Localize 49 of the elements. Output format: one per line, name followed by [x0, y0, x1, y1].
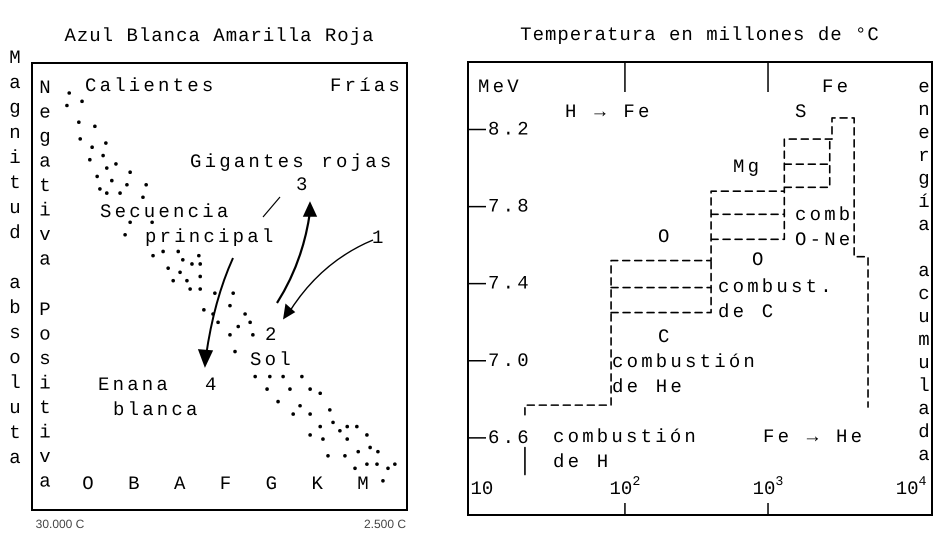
annotation: comb O-Ne [795, 204, 854, 252]
category-label: B [128, 473, 140, 496]
y-tick-label: 7.4 [488, 272, 532, 295]
chart-title: Temperatura en millones de °C [520, 24, 880, 46]
annotation: O [658, 226, 673, 248]
text: Positiva [39, 299, 51, 493]
annotation: Fe [822, 76, 852, 98]
annotation: combustión de H [553, 426, 700, 474]
text: 30.000 C [36, 517, 85, 532]
text: 2 [265, 324, 280, 346]
x-tick-label: 10$^{4}$ [896, 474, 927, 500]
text: Gigantes rojas [190, 151, 394, 174]
annotation: S [795, 101, 810, 124]
text: 2.500 C [364, 517, 406, 532]
text: 3 [296, 174, 311, 196]
text: Frías [330, 75, 404, 98]
text: Sol [250, 349, 294, 372]
x-tick-label: 10$^{2}$ [610, 474, 640, 500]
annotation: combustión de He [612, 351, 758, 398]
category-label: M [357, 473, 369, 496]
annotation: O [752, 249, 767, 272]
text: Negativa [39, 77, 51, 271]
category-label: A [174, 473, 186, 496]
y-tick-label: 8.2 [488, 118, 532, 140]
annotation: combust. de C [718, 276, 835, 324]
text: Magnitud absoluta [9, 47, 21, 470]
text: Secuencia [100, 201, 232, 224]
x-tick-label: 10 [470, 478, 494, 500]
text: principal [145, 226, 276, 248]
annotation: H → Fe [565, 101, 653, 124]
category-label: F [220, 473, 232, 496]
text: 4 [205, 374, 220, 396]
text: Azul Blanca Amarilla Roja [64, 25, 375, 47]
y-tick-label: 6.6 [488, 426, 532, 449]
text: blanca [113, 399, 201, 422]
annotation: C [658, 326, 673, 348]
text: energía acumulada [918, 76, 930, 466]
y-axis-title: MeV [478, 76, 522, 98]
y-tick-label: 7.8 [488, 196, 532, 218]
y-tick-label: 7.0 [488, 350, 532, 372]
annotation: Fe → He [763, 426, 866, 448]
category-label: G [266, 473, 278, 496]
annotation: Mg [733, 156, 762, 178]
x-tick-label: 10$^{3}$ [752, 474, 784, 500]
text: 1 [372, 227, 387, 250]
text: Enana [98, 374, 172, 396]
text: Calientes [85, 75, 216, 98]
category-label: K [311, 473, 324, 496]
category-label: O [82, 473, 94, 496]
